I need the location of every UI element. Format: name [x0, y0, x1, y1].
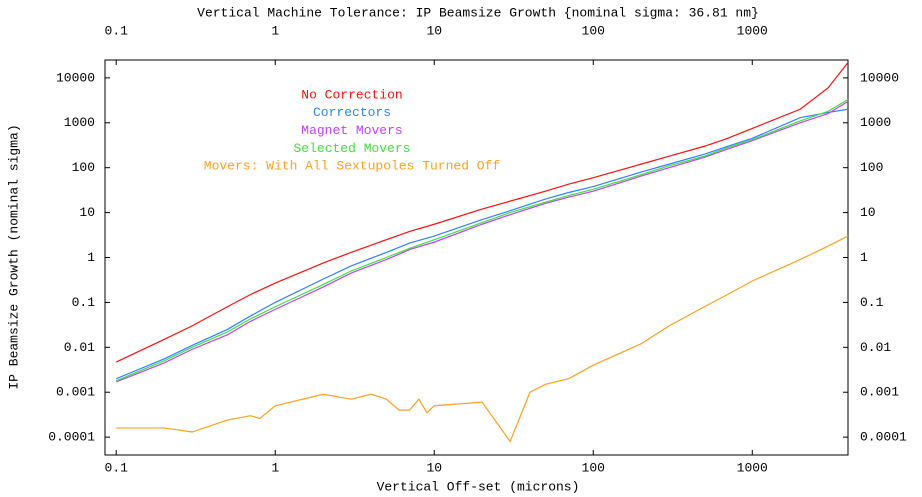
- x-tick-label: 1000: [737, 460, 768, 475]
- y-tick-label: 0.0001: [48, 430, 95, 445]
- x-top-tick-label: 10: [426, 23, 442, 38]
- x-axis-label: Vertical Off-set (microns): [377, 479, 580, 494]
- y-right-tick-label: 10: [860, 205, 876, 220]
- y-tick-label: 1000: [64, 115, 95, 130]
- y-right-tick-label: 10000: [860, 70, 899, 85]
- x-top-tick-label: 0.1: [105, 23, 129, 38]
- y-axis-label: IP Beamsize Growth (nominal sigma): [6, 124, 21, 389]
- y-tick-label: 10000: [56, 70, 95, 85]
- y-right-tick-label: 100: [860, 160, 883, 175]
- x-tick-label: 1: [271, 460, 279, 475]
- y-tick-label: 10: [79, 205, 95, 220]
- y-right-tick-label: 0.01: [860, 340, 891, 355]
- series-line: [115, 62, 849, 363]
- y-right-tick-label: 0.001: [860, 385, 899, 400]
- y-right-tick-label: 1000: [860, 115, 891, 130]
- series-line: [115, 98, 849, 382]
- chart-title: Vertical Machine Tolerance: IP Beamsize …: [197, 5, 759, 20]
- x-tick-label: 100: [582, 460, 605, 475]
- legend-entry: Correctors: [313, 105, 391, 120]
- y-right-tick-label: 0.1: [860, 295, 884, 310]
- series-line: [115, 100, 849, 383]
- y-right-tick-label: 1: [860, 250, 868, 265]
- legend-entry: Movers: With All Sextupoles Turned Off: [204, 159, 500, 174]
- legend-entry: No Correction: [301, 87, 402, 102]
- x-tick-label: 0.1: [105, 460, 129, 475]
- legend-entry: Magnet Movers: [301, 123, 402, 138]
- series-line: [115, 108, 849, 380]
- plot-frame: [104, 59, 849, 456]
- y-right-tick-label: 0.0001: [860, 430, 907, 445]
- x-top-tick-label: 100: [582, 23, 605, 38]
- series-line: [116, 235, 849, 443]
- y-tick-label: 1: [87, 250, 95, 265]
- x-tick-label: 10: [426, 460, 442, 475]
- x-top-tick-label: 1000: [737, 23, 768, 38]
- y-tick-label: 100: [72, 160, 95, 175]
- y-tick-label: 0.001: [56, 385, 95, 400]
- legend-entry: Selected Movers: [293, 141, 410, 156]
- x-top-tick-label: 1: [271, 23, 279, 38]
- y-tick-label: 0.01: [64, 340, 95, 355]
- y-tick-label: 0.1: [72, 295, 96, 310]
